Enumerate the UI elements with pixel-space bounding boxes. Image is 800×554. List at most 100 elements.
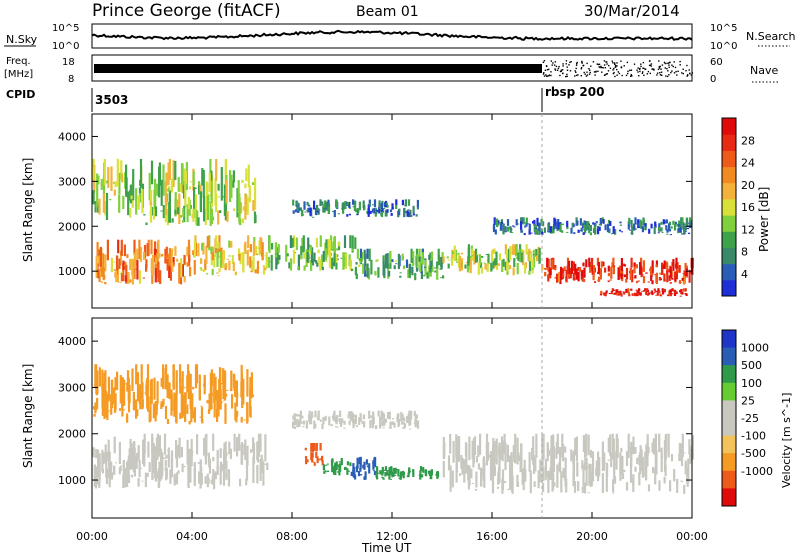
power-cell xyxy=(431,265,434,273)
power-cell xyxy=(300,209,304,217)
nave-dot xyxy=(575,74,578,77)
power-cell xyxy=(247,235,250,249)
velocity-cell xyxy=(264,463,267,465)
velocity-cell xyxy=(125,476,128,487)
power-cell xyxy=(270,254,273,271)
velocity-cell xyxy=(407,416,410,422)
power-cell xyxy=(637,291,641,296)
velocity-colorbar-swatch xyxy=(722,382,736,401)
nave-dot xyxy=(598,63,601,65)
power-cell xyxy=(328,253,331,269)
velocity-cell xyxy=(587,492,590,494)
velocity-cell xyxy=(419,470,422,476)
power-cell xyxy=(669,293,673,297)
y-tick-label: 4000 xyxy=(58,335,86,348)
nave-dot xyxy=(690,74,692,76)
power-cell xyxy=(344,253,347,269)
velocity-cell xyxy=(459,473,462,476)
power-cell xyxy=(599,218,602,224)
power-cell xyxy=(242,254,245,273)
power-cell xyxy=(244,241,247,255)
velocity-cell xyxy=(352,463,355,471)
power-cell xyxy=(98,248,101,267)
velocity-cell xyxy=(224,403,227,424)
velocity-cell xyxy=(310,443,313,452)
power-cell xyxy=(351,248,354,252)
power-cell xyxy=(566,227,569,230)
power-cell xyxy=(389,209,393,213)
nsky-tick-bottom: 10^0 xyxy=(52,41,79,52)
power-cell xyxy=(199,191,203,213)
noise-line xyxy=(91,29,693,41)
power-cell xyxy=(117,239,120,254)
velocity-cell xyxy=(402,471,405,475)
nave-dot xyxy=(667,75,669,78)
velocity-cell xyxy=(311,452,314,463)
nave-dot xyxy=(613,67,615,70)
power-cell xyxy=(139,179,142,186)
power-cell xyxy=(151,270,154,284)
velocity-cell xyxy=(610,452,613,468)
velocity-cell xyxy=(553,482,556,487)
power-cell xyxy=(594,223,597,227)
velocity-cell xyxy=(151,437,154,462)
velocity-cell xyxy=(380,417,383,420)
velocity-cell xyxy=(173,479,177,484)
velocity-cell xyxy=(658,480,661,491)
velocity-cell xyxy=(222,368,225,383)
power-cell xyxy=(528,223,531,231)
velocity-cell xyxy=(360,474,363,476)
velocity-cell xyxy=(551,443,555,461)
power-cell xyxy=(319,199,322,206)
power-cell xyxy=(668,291,671,295)
power-cell xyxy=(211,268,214,276)
velocity-cell xyxy=(156,381,159,404)
power-cell xyxy=(228,240,231,248)
velocity-cell xyxy=(496,486,500,489)
velocity-cell xyxy=(98,470,101,488)
power-cell xyxy=(351,268,354,272)
velocity-cell xyxy=(372,460,375,465)
velocity-cell xyxy=(425,471,428,477)
power-cell xyxy=(302,246,305,253)
power-cell xyxy=(607,280,610,283)
velocity-cell xyxy=(146,364,150,391)
power-cell xyxy=(623,291,626,295)
power-cell xyxy=(592,265,595,275)
power-cell xyxy=(398,209,401,216)
velocity-cell xyxy=(145,385,148,396)
velocity-cell xyxy=(516,481,520,487)
power-cell xyxy=(230,174,233,198)
velocity-cell xyxy=(572,453,575,464)
velocity-cell xyxy=(382,414,386,419)
power-cell xyxy=(493,248,496,254)
power-cell xyxy=(307,203,310,206)
power-cell xyxy=(661,288,664,292)
power-cell xyxy=(172,264,175,266)
nave-dot xyxy=(576,62,578,65)
power-cell xyxy=(471,255,474,257)
velocity-cell xyxy=(113,404,117,413)
power-colorbar-tick: 4 xyxy=(741,268,748,281)
power-cell xyxy=(251,182,255,185)
velocity-cell xyxy=(240,416,243,423)
nave-dot xyxy=(637,71,639,73)
velocity-cell xyxy=(615,433,618,454)
power-cell xyxy=(116,256,119,258)
velocity-cell xyxy=(407,472,410,478)
velocity-cell xyxy=(382,478,385,480)
power-cell xyxy=(429,260,433,269)
velocity-cell xyxy=(468,436,471,461)
power-cell xyxy=(306,262,309,264)
power-cell xyxy=(668,268,671,273)
nave-dot xyxy=(600,65,602,68)
velocity-cell xyxy=(687,458,690,483)
nave-dot xyxy=(568,64,570,66)
power-cell xyxy=(113,261,116,263)
power-cell xyxy=(557,222,560,230)
velocity-cell xyxy=(330,459,334,466)
velocity-cell xyxy=(401,413,404,421)
velocity-cell xyxy=(489,451,493,481)
